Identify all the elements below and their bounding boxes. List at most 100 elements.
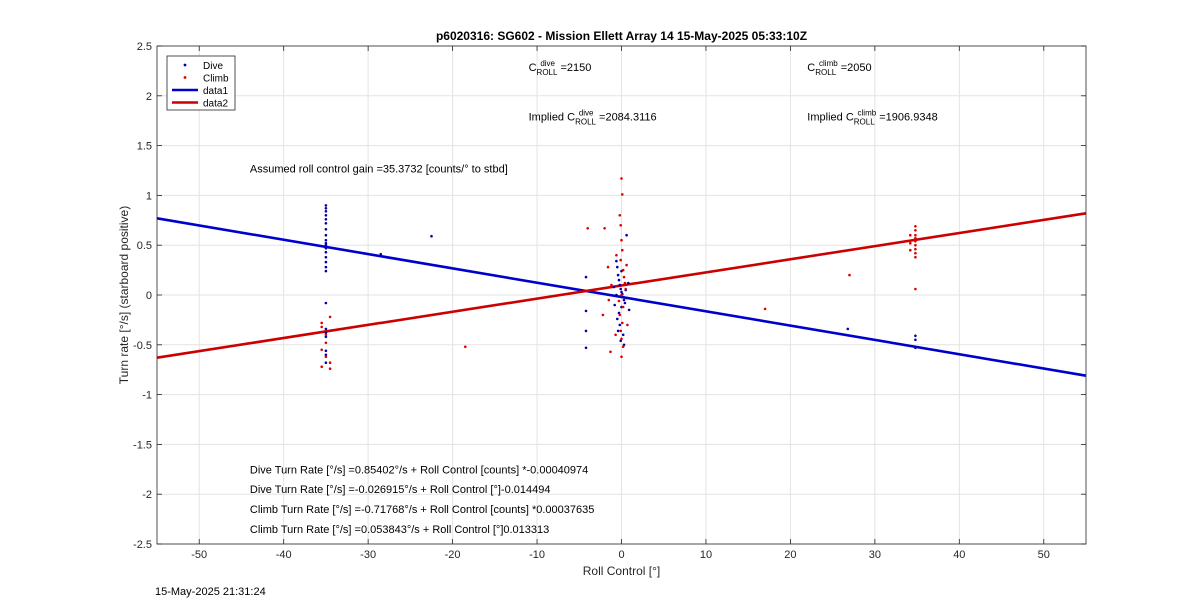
annotation-part: ROLL (537, 68, 558, 77)
annotation-part: climb (819, 59, 838, 68)
annotation: Implied CROLLdive =2084.3116 (529, 109, 657, 127)
data-point (909, 248, 912, 252)
data-point (621, 248, 624, 252)
annotation-part: ROLL (815, 68, 836, 77)
legend-label: Dive (203, 61, 223, 72)
x-tick-label: 0 (618, 549, 624, 561)
data-point (624, 287, 627, 291)
annotation-part: Dive Turn Rate [°/s] =-0.026915°/s + Rol… (250, 484, 551, 496)
annotation-part: C (807, 62, 815, 74)
data-point (619, 258, 622, 262)
data-point (324, 243, 328, 247)
data-point (324, 214, 328, 217)
data-point (618, 214, 622, 217)
x-tick-label: 10 (700, 549, 712, 561)
data-point (621, 345, 625, 349)
chart-title: p6020316: SG602 - Mission Ellett Array 1… (436, 29, 807, 43)
data-point (324, 228, 328, 231)
data-point (328, 315, 332, 319)
data-point (914, 334, 917, 338)
data-point (914, 243, 917, 247)
x-tick-label: -20 (445, 549, 461, 561)
annotation-part: climb (858, 109, 877, 118)
data-point (324, 250, 328, 254)
data-point (914, 346, 917, 350)
legend-label: data2 (203, 99, 228, 110)
data-point (619, 339, 622, 343)
data-point (430, 234, 433, 238)
data-point (324, 260, 328, 264)
y-tick-label: 0 (146, 290, 152, 302)
annotation: Climb Turn Rate [°/s] =0.053843°/s + Rol… (250, 524, 549, 536)
data-point (324, 341, 328, 345)
data-point (621, 268, 625, 272)
data-point (914, 287, 917, 291)
data-point (612, 285, 616, 289)
data-point (320, 365, 324, 369)
data-point (627, 281, 630, 285)
data-point (616, 265, 619, 269)
data-point (914, 255, 917, 259)
data-point (324, 301, 328, 305)
legend-marker (183, 76, 187, 79)
annotation: Climb Turn Rate [°/s] =-0.71768°/s + Rol… (250, 504, 595, 516)
data-point (621, 305, 625, 309)
data-point (619, 287, 622, 291)
data-point (584, 329, 588, 333)
data-point (324, 233, 328, 237)
data-point (909, 241, 912, 245)
series-points-climb (320, 177, 917, 371)
data-point (620, 177, 623, 180)
legend-marker (183, 63, 187, 67)
data-point (616, 317, 619, 321)
data-point (625, 296, 628, 300)
annotation: Assumed roll control gain =35.3732 [coun… (250, 163, 508, 175)
x-tick-label: 40 (953, 549, 965, 561)
data-point (324, 246, 328, 250)
annotation: Implied CROLLclimb =1906.9348 (807, 109, 937, 127)
data-point (617, 311, 621, 315)
data-point (846, 327, 850, 331)
data-point (324, 355, 328, 359)
annotation-part: Dive Turn Rate [°/s] =0.85402°/s + Roll … (250, 464, 588, 476)
data-point (622, 343, 626, 347)
series-points-dive (324, 204, 917, 365)
y-tick-label: -1.5 (133, 439, 152, 451)
annotation-part: dive (579, 109, 594, 118)
annotation-part: =2084.3116 (596, 112, 657, 124)
data-point (324, 331, 328, 335)
data-point (616, 273, 620, 277)
data-point (324, 265, 328, 269)
data-point (328, 367, 332, 371)
data-point (607, 298, 611, 302)
data-point (623, 301, 627, 305)
data-point (909, 233, 912, 237)
y-tick-label: -0.5 (133, 340, 152, 352)
data-point (609, 350, 612, 354)
data-point (620, 238, 623, 242)
data-point (324, 335, 328, 339)
data-point (617, 299, 621, 303)
annotation: CROLLdive =2150 (529, 59, 592, 77)
x-tick-label: 50 (1038, 549, 1050, 561)
data-point (615, 293, 618, 297)
y-tick-label: 2.5 (137, 41, 152, 53)
data-point (615, 253, 618, 257)
data-point (320, 325, 324, 329)
annotation-part: Assumed roll control gain =35.3732 [coun… (250, 163, 508, 175)
y-tick-label: 1.5 (137, 141, 152, 153)
data-point (914, 233, 917, 237)
data-point (324, 333, 328, 337)
x-tick-label: -50 (191, 549, 207, 561)
annotation-part: =2150 (557, 62, 591, 74)
annotation-part: ROLL (575, 118, 596, 127)
data-point (324, 207, 328, 210)
data-point (620, 290, 623, 294)
data-point (622, 275, 626, 279)
data-point (613, 303, 616, 307)
data-point (620, 355, 623, 359)
data-point (627, 308, 631, 312)
data-point (618, 313, 622, 317)
data-point (324, 361, 328, 365)
